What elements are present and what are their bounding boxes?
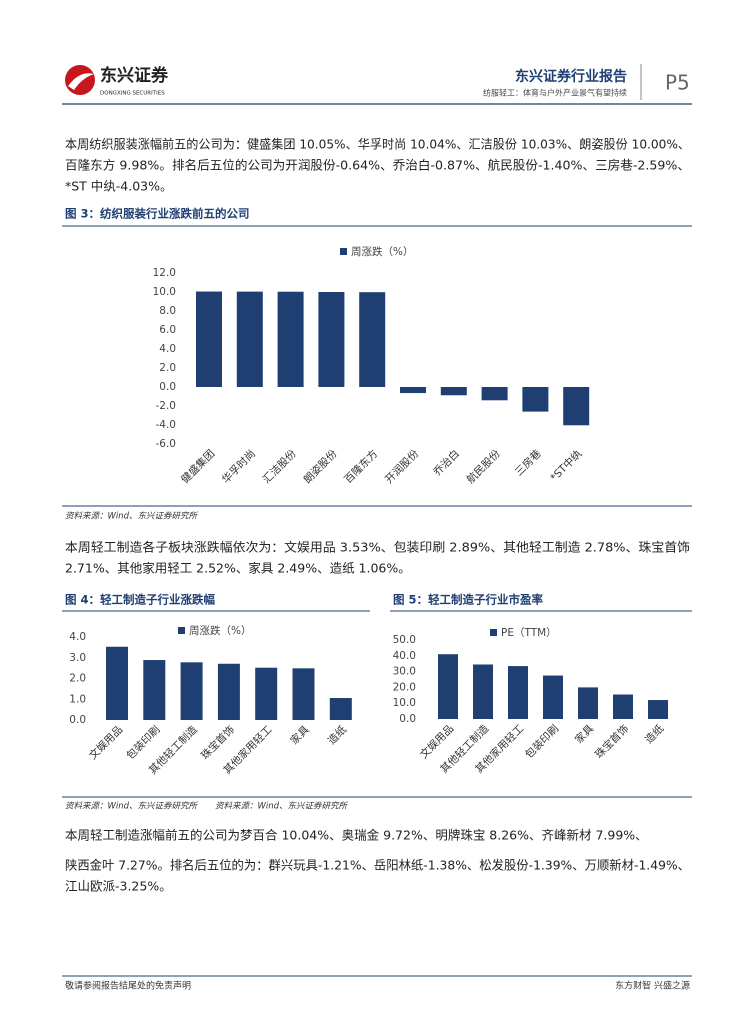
y-tick-label: 40.0 xyxy=(393,650,416,662)
y-tick-label: 0.0 xyxy=(159,381,176,393)
legend-swatch xyxy=(340,248,347,255)
bar xyxy=(508,666,528,719)
bar xyxy=(473,664,493,719)
bar xyxy=(440,387,467,396)
x-tick-label: 航民股份 xyxy=(464,447,503,486)
y-tick-label: 4.0 xyxy=(159,343,176,355)
y-tick-label: 6.0 xyxy=(159,324,176,336)
legend-label: 周涨跌（%） xyxy=(351,245,413,258)
x-tick-label: 健盛集团 xyxy=(178,447,217,486)
x-tick-label: 开润股份 xyxy=(382,447,421,486)
report-title: 东兴证券行业报告 xyxy=(515,68,627,85)
source: 资料来源：Wind、东兴证券研究所 xyxy=(65,511,199,522)
bar xyxy=(255,667,278,720)
y-tick-label: 20.0 xyxy=(393,681,416,693)
y-tick-label: 2.0 xyxy=(159,362,176,374)
paragraph-line: 本周轻工制造涨幅前五的公司为梦百合 10.04%、奥瑞金 9.72%、明牌珠宝 … xyxy=(65,828,648,843)
x-tick-label: 朗姿股份 xyxy=(301,447,340,486)
y-tick-label: 0.0 xyxy=(69,714,86,726)
bar xyxy=(648,700,668,719)
y-tick-label: 4.0 xyxy=(69,631,86,643)
y-tick-label: 8.0 xyxy=(159,305,176,317)
legend-swatch xyxy=(178,627,185,634)
paragraph-line: 江山欧派-3.25%。 xyxy=(65,879,172,894)
y-tick-label: -6.0 xyxy=(156,438,177,450)
legend-swatch xyxy=(490,629,497,636)
logo-swoosh xyxy=(68,73,94,90)
bar xyxy=(106,646,128,720)
x-tick-label: *ST中纨 xyxy=(547,447,584,484)
bar xyxy=(236,291,263,387)
bar xyxy=(543,675,563,719)
x-tick-label: 包装印刷 xyxy=(522,722,561,761)
logo-english: DONGXING SECURITIES xyxy=(100,91,165,97)
bar xyxy=(578,687,598,719)
y-tick-label: 3.0 xyxy=(69,652,86,664)
bar xyxy=(359,292,386,387)
footer-left: 敬请参阅报告结尾处的免责声明 xyxy=(65,980,191,992)
y-tick-label: -2.0 xyxy=(156,400,177,412)
x-tick-label: 珠宝首饰 xyxy=(592,722,631,761)
logo-name: 东兴证券 xyxy=(100,65,169,86)
y-tick-label: 10.0 xyxy=(153,286,176,298)
bar xyxy=(196,291,222,387)
paragraph-line: 本周轻工制造各子板块涨跌幅依次为：文娱用品 3.53%、包装印刷 2.89%、其… xyxy=(65,540,690,555)
bar xyxy=(613,694,633,719)
x-tick-label: 造纸 xyxy=(325,723,349,747)
bar xyxy=(180,662,203,720)
y-tick-label: 30.0 xyxy=(393,666,416,678)
y-tick-label: 0.0 xyxy=(399,713,416,725)
bar xyxy=(329,698,352,720)
paragraph-line: 2.71%、其他家用轻工 2.52%、家具 2.49%、造纸 1.06%。 xyxy=(65,561,411,576)
y-tick-label: 50.0 xyxy=(393,634,416,646)
y-tick-label: 12.0 xyxy=(153,267,176,279)
x-tick-label: 珠宝首饰 xyxy=(198,723,237,762)
legend-label: 周涨跌（%） xyxy=(189,624,251,637)
bar xyxy=(438,654,458,719)
report-subtitle: 纺服轻工：体育与户外产业景气有望持续 xyxy=(483,88,627,98)
paragraph-line: *ST 中纨-4.03%。 xyxy=(65,179,173,194)
bar xyxy=(522,387,549,412)
figure-title: 图 5：轻工制造子行业市盈率 xyxy=(393,593,544,607)
y-tick-label: -4.0 xyxy=(156,419,177,431)
x-tick-label: 华孚时尚 xyxy=(219,447,258,486)
source: 资料来源：Wind、东兴证券研究所 xyxy=(65,801,199,812)
y-tick-label: 2.0 xyxy=(69,673,86,685)
bar xyxy=(481,387,508,401)
x-tick-label: 汇洁股份 xyxy=(260,447,299,486)
paragraph-line: 本周纺织服装涨幅前五的公司为：健盛集团 10.05%、华孚时尚 10.04%、汇… xyxy=(65,137,690,152)
bar xyxy=(143,660,166,720)
source: 资料来源：Wind、东兴证券研究所 xyxy=(215,801,349,812)
bar xyxy=(318,292,345,387)
x-tick-label: 乔治白 xyxy=(431,447,462,478)
x-tick-label: 家具 xyxy=(288,723,312,747)
bar xyxy=(277,291,304,387)
paragraph-line: 百隆东方 9.98%。排名后五位的公司为开润股份-0.64%、乔治白-0.87%… xyxy=(65,158,690,173)
bar xyxy=(563,387,590,426)
bar xyxy=(400,387,426,394)
figure-title: 图 4：轻工制造子行业涨跌幅 xyxy=(65,593,216,607)
y-tick-label: 1.0 xyxy=(69,693,86,705)
x-tick-label: 造纸 xyxy=(642,722,666,746)
page-number: P5 xyxy=(665,71,690,95)
x-tick-label: 文娱用品 xyxy=(86,723,125,762)
bar xyxy=(217,663,240,720)
y-tick-label: 10.0 xyxy=(393,697,416,709)
figure-title: 图 3：纺织服装行业涨跌前五的公司 xyxy=(65,207,250,221)
bar xyxy=(292,668,315,720)
x-tick-label: 百隆东方 xyxy=(342,447,381,486)
x-tick-label: 包装印刷 xyxy=(124,723,163,762)
x-tick-label: 三房巷 xyxy=(512,447,544,479)
footer-right: 东方财智 兴盛之源 xyxy=(615,980,690,992)
legend-label: PE（TTM） xyxy=(501,627,557,639)
paragraph-line: 陕西金叶 7.27%。排名后五位的为：群兴玩具-1.21%、岳阳林纸-1.38%… xyxy=(65,858,690,873)
x-tick-label: 家具 xyxy=(572,722,596,746)
